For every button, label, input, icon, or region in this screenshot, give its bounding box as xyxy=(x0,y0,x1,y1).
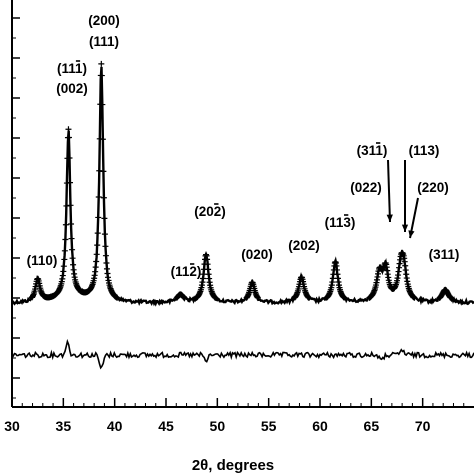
observed-point xyxy=(94,230,101,237)
observed-point xyxy=(447,294,454,301)
observed-point xyxy=(68,220,75,227)
peak-label: (110) xyxy=(27,253,58,268)
observed-point xyxy=(103,260,110,267)
observed-point xyxy=(67,202,74,209)
observed-point xyxy=(98,72,105,79)
peak-label: (202) xyxy=(288,238,320,253)
peak-label: (111) xyxy=(89,34,119,49)
x-tick-label: 30 xyxy=(4,418,20,434)
observed-point xyxy=(66,155,73,162)
observed-point xyxy=(70,261,77,268)
observed-point xyxy=(254,294,261,301)
observed-point xyxy=(100,168,107,175)
observed-point xyxy=(60,263,67,270)
observed-point xyxy=(114,294,121,301)
peak-label: (311) xyxy=(429,247,460,262)
observed-point xyxy=(61,256,68,263)
peak-label: (200) xyxy=(88,13,120,28)
observed-point xyxy=(99,136,106,143)
annotation-arrow xyxy=(387,159,391,223)
observed-point xyxy=(99,101,106,108)
peak-label: (020) xyxy=(241,247,273,262)
observed-point xyxy=(92,264,99,271)
peak-label: (202) xyxy=(194,204,226,219)
observed-series xyxy=(11,60,474,307)
observed-point xyxy=(95,193,102,200)
observed-point xyxy=(101,231,108,238)
x-tick-label: 40 xyxy=(107,418,123,434)
x-tick-label: 55 xyxy=(261,418,277,434)
observed-point xyxy=(67,179,74,186)
observed-point xyxy=(61,247,68,254)
observed-point xyxy=(100,194,107,201)
peak-label: (002) xyxy=(56,81,88,96)
observed-point xyxy=(341,294,348,301)
observed-point xyxy=(94,242,101,249)
peak-label: (113) xyxy=(325,215,356,230)
observed-point xyxy=(68,235,75,242)
observed-point xyxy=(411,294,418,301)
x-tick-label: 60 xyxy=(312,418,328,434)
observed-point xyxy=(63,202,70,209)
peak-label: (111) xyxy=(57,61,87,76)
observed-point xyxy=(305,294,312,301)
observed-point xyxy=(101,215,108,222)
observed-point xyxy=(93,258,100,265)
arrow-head xyxy=(386,214,393,222)
x-tick-label: 70 xyxy=(415,418,431,434)
difference-curve xyxy=(11,338,474,370)
peak-label: (220) xyxy=(417,180,449,195)
observed-point xyxy=(98,60,105,67)
peak-annotations: (110) (111) (002) (200) (111) (112) (202) (020)… xyxy=(27,13,460,279)
observed-point xyxy=(212,294,219,301)
difference-series xyxy=(11,338,474,370)
plot-frame xyxy=(11,0,474,408)
observed-point xyxy=(96,167,103,174)
observed-point xyxy=(65,134,72,141)
observed-point xyxy=(181,294,188,301)
observed-point xyxy=(62,221,69,228)
arrow-head xyxy=(401,224,409,232)
axis-ticks: 30 35 40 45 50 55 60 65 70 xyxy=(4,17,465,434)
observed-point xyxy=(95,214,102,221)
observed-point xyxy=(65,126,72,133)
peak-label: (112) xyxy=(171,264,202,279)
x-tick-label: 65 xyxy=(364,418,380,434)
observed-point xyxy=(69,246,76,253)
observed-point xyxy=(93,251,100,258)
peak-label: (113) xyxy=(409,143,440,158)
observed-point xyxy=(204,261,211,268)
x-tick-label: 45 xyxy=(158,418,174,434)
x-axis-label: 2θ, degrees xyxy=(192,457,274,474)
observed-point xyxy=(102,243,109,250)
arrow-head xyxy=(408,230,415,238)
observed-point xyxy=(69,255,76,262)
observed-point xyxy=(102,252,109,259)
peak-label: (311) xyxy=(357,143,388,158)
observed-point xyxy=(62,236,69,243)
observed-point xyxy=(60,268,67,275)
x-tick-label: 35 xyxy=(56,418,72,434)
peak-label: (022) xyxy=(350,180,382,195)
x-tick-label: 50 xyxy=(210,418,226,434)
